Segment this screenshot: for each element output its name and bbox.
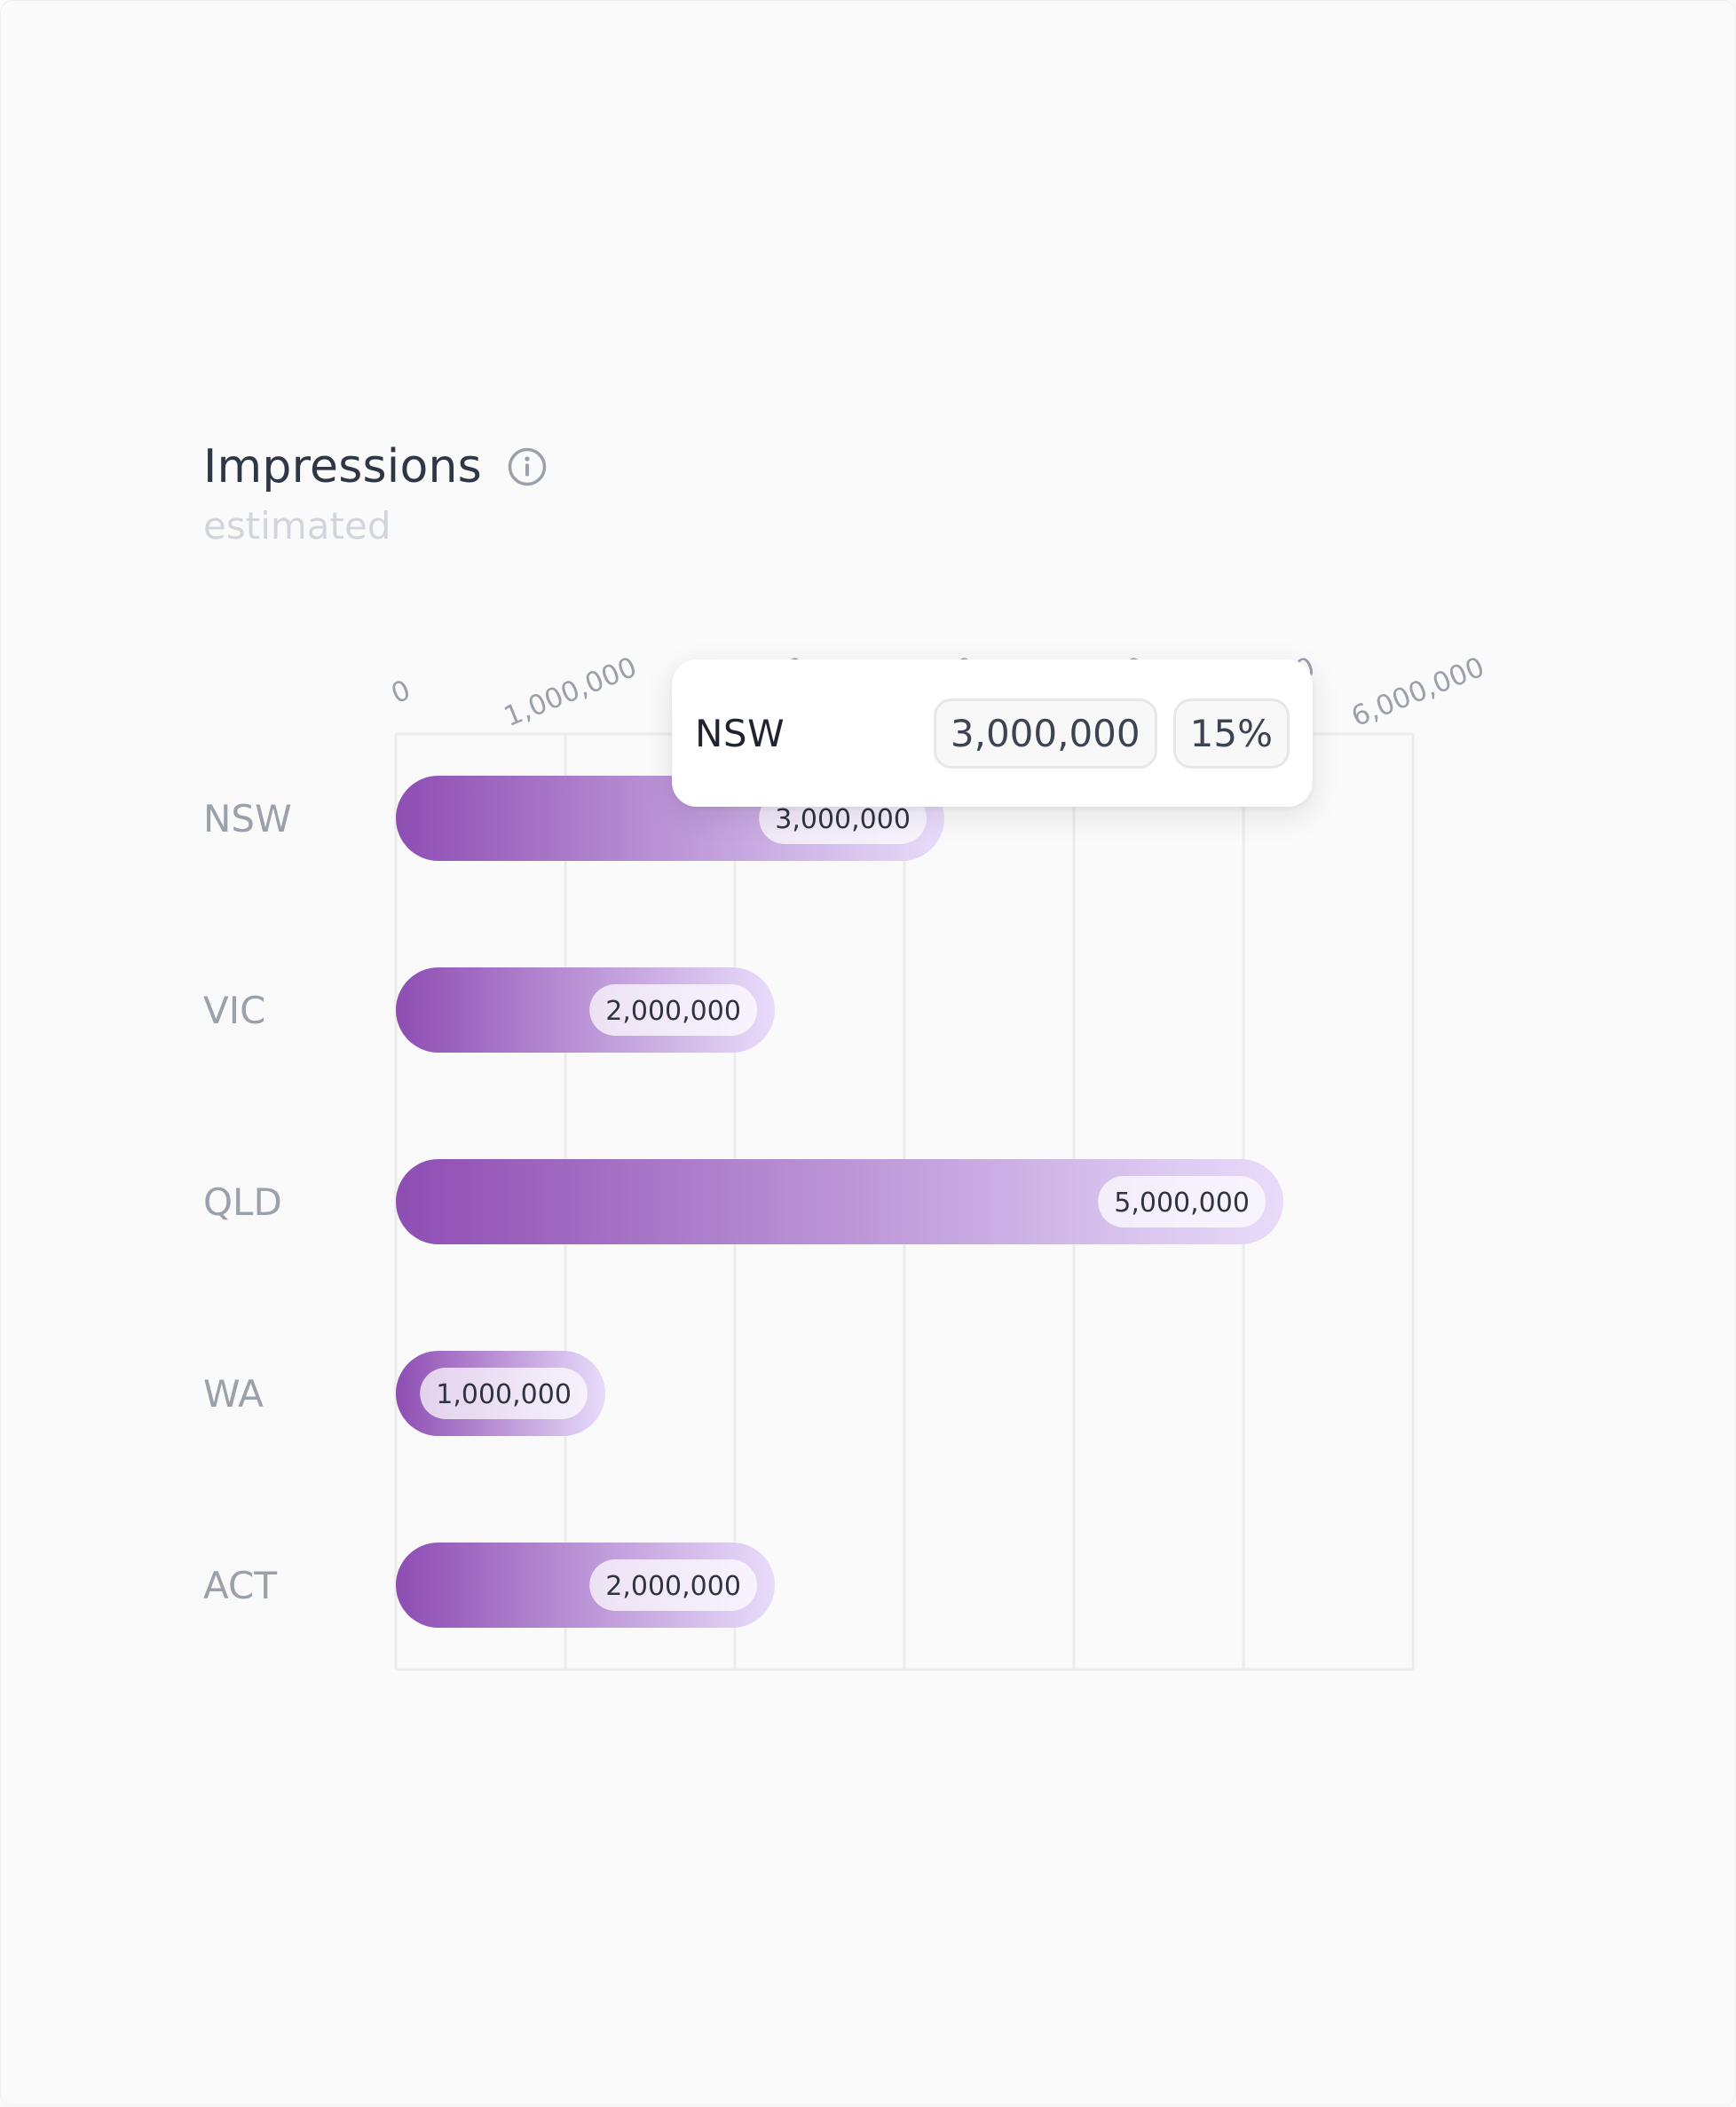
bar[interactable] <box>396 1159 1283 1244</box>
category-label: WA <box>203 1372 264 1416</box>
value-label-pill <box>589 1559 757 1611</box>
x-tick-label: 6,000,000 <box>1347 651 1489 733</box>
value-label: 1,000,000 <box>436 1379 572 1410</box>
value-label: 2,000,000 <box>605 1571 741 1602</box>
hover-tooltip: NSW 3,000,000 15% <box>672 659 1313 807</box>
tooltip-value: 3,000,000 <box>933 698 1157 769</box>
title-row: Impressions <box>203 440 548 493</box>
category-label: NSW <box>203 797 292 840</box>
chart-header: Impressions estimated <box>203 440 548 548</box>
chart-title: Impressions <box>203 440 482 493</box>
value-label: 5,000,000 <box>1114 1188 1250 1219</box>
chart-subtitle: estimated <box>203 504 391 548</box>
category-label: ACT <box>203 1564 277 1607</box>
x-tick-label: 0 <box>387 675 415 711</box>
value-label-pill <box>589 984 757 1036</box>
category-label: VIC <box>203 989 265 1032</box>
x-tick-label: 1,000,000 <box>500 651 642 733</box>
bars: 3,000,000 2,000,000 5,000,000 1,000,000 2,00… <box>396 776 1283 1628</box>
value-label-pill <box>1098 1176 1266 1227</box>
tooltip-percent: 15% <box>1172 698 1290 769</box>
value-label: 3,000,000 <box>775 804 911 835</box>
y-axis-categories: NSW VIC QLD WA ACT <box>203 797 292 1607</box>
tooltip-label: NSW <box>695 711 785 755</box>
value-label: 2,000,000 <box>605 996 741 1027</box>
info-icon[interactable] <box>507 446 548 487</box>
value-label-pill <box>420 1368 588 1419</box>
category-label: QLD <box>203 1180 282 1224</box>
